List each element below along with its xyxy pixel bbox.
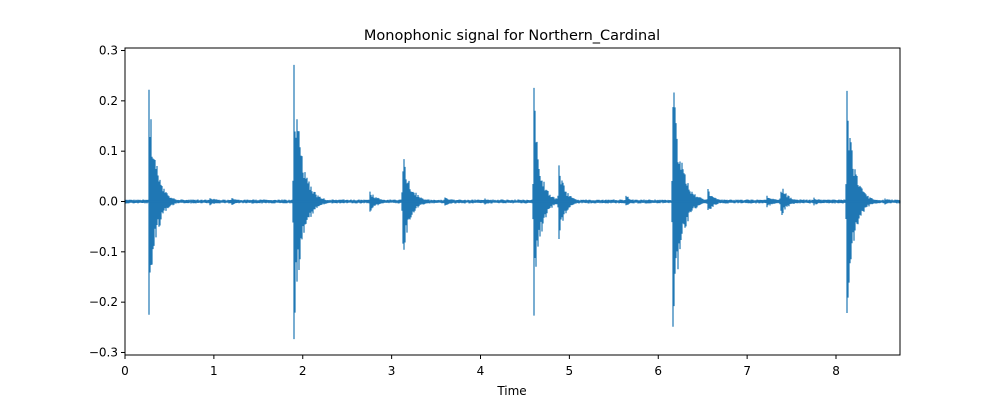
x-axis-label: Time [496, 384, 526, 398]
plot-area [124, 64, 901, 340]
x-tick-label: 2 [299, 364, 307, 378]
y-tick-label: 0.2 [99, 94, 118, 108]
x-tick-label: 8 [832, 364, 840, 378]
x-tick-label: 6 [654, 364, 662, 378]
y-axis: −0.3 −0.2 −0.1 0.0 0.1 0.2 0.3 [89, 44, 125, 359]
x-tick-label: 4 [477, 364, 485, 378]
x-tick-label: 5 [566, 364, 574, 378]
y-tick-label: −0.3 [89, 345, 118, 359]
y-tick-label: 0.1 [99, 144, 118, 158]
x-tick-label: 7 [743, 364, 751, 378]
y-tick-label: −0.2 [89, 295, 118, 309]
y-tick-label: 0.3 [99, 44, 118, 58]
y-tick-label: −0.1 [89, 245, 118, 259]
x-axis: 0 1 2 3 4 5 6 7 8 [121, 355, 840, 378]
x-tick-label: 0 [121, 364, 129, 378]
y-tick-label: 0.0 [99, 195, 118, 209]
x-tick-label: 3 [388, 364, 396, 378]
x-tick-label: 1 [210, 364, 218, 378]
chart-title: Monophonic signal for Northern_Cardinal [364, 28, 660, 44]
waveform-series [124, 64, 901, 340]
